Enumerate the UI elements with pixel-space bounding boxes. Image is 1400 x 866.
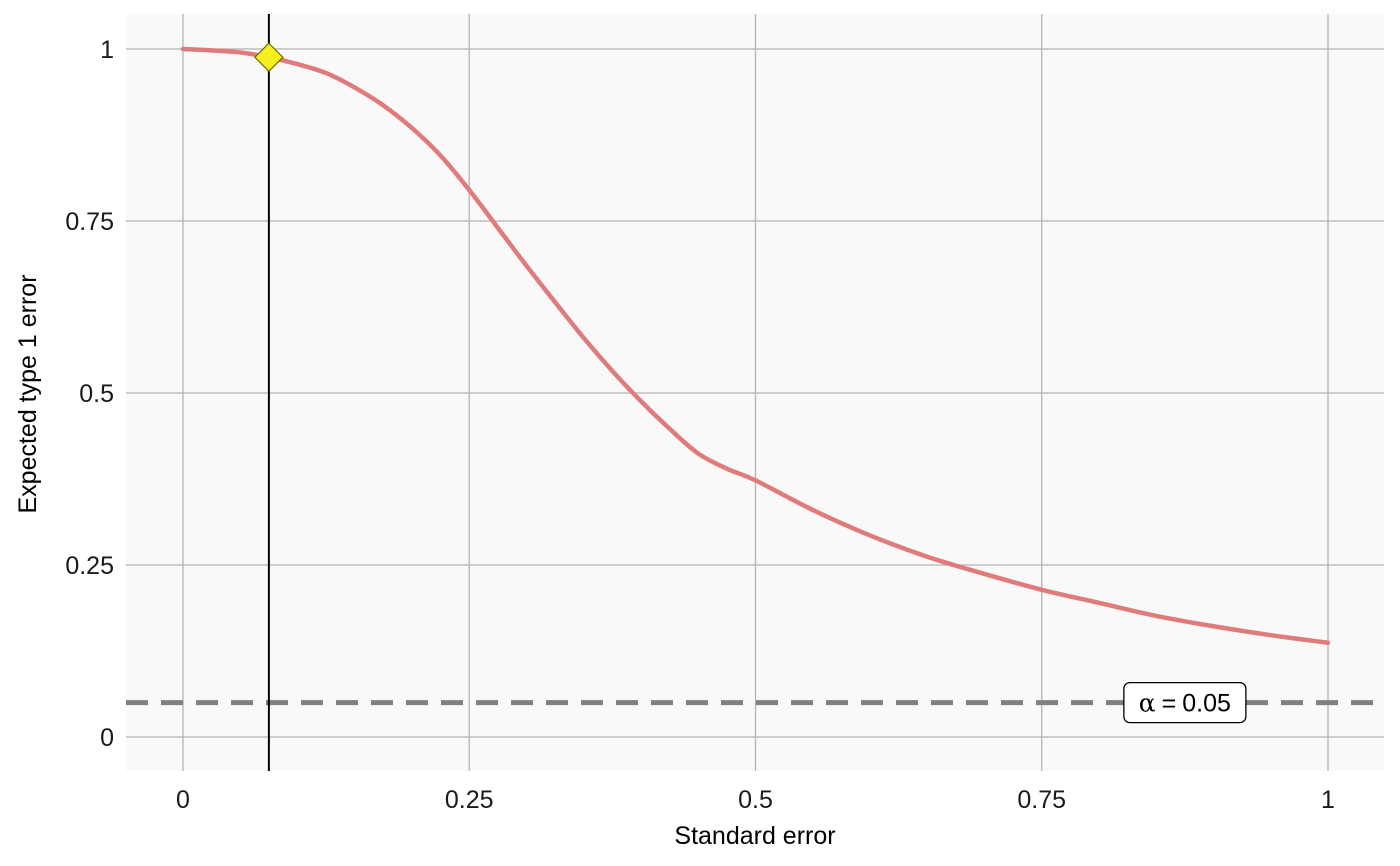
y-tick-label: 0	[100, 724, 114, 752]
x-tick-label: 0.25	[445, 786, 494, 814]
y-axis-title: Expected type 1 error	[14, 274, 42, 513]
x-tick-label: 0	[176, 786, 190, 814]
y-tick-label: 0.25	[65, 552, 114, 580]
x-tick-label: 0.5	[738, 786, 773, 814]
marker-group	[254, 42, 284, 73]
annotation-group: α = 0.05	[1123, 681, 1247, 724]
annotation-text: α = 0.05	[1139, 689, 1231, 718]
x-tick-label: 1	[1321, 786, 1335, 814]
x-tick-label: 0.75	[1017, 786, 1066, 814]
marker-point	[254, 42, 284, 73]
grid	[126, 14, 1384, 771]
y-tick-label: 1	[100, 36, 114, 64]
annotation-box	[1123, 681, 1247, 724]
y-tick-label: 0.75	[65, 208, 114, 236]
x-axis-title: Standard error	[674, 822, 835, 850]
series-group	[180, 46, 1331, 645]
y-tick-labels: 0 0.25 0.5 0.75 1	[65, 36, 114, 752]
y-tick-label: 0.5	[79, 380, 114, 408]
series-line	[180, 46, 1331, 645]
x-tick-labels: 0 0.25 0.5 0.75 1	[176, 786, 1335, 814]
